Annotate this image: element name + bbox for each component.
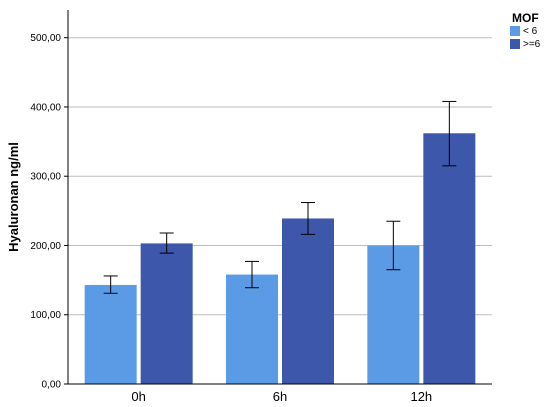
x-tick-label: 6h	[273, 389, 287, 404]
bar	[423, 133, 476, 384]
bar	[84, 284, 137, 384]
legend-swatch	[510, 39, 520, 49]
x-tick-label: 0h	[131, 389, 145, 404]
y-tick-label: 100,00	[30, 310, 61, 321]
legend-label: >=6	[523, 39, 541, 50]
y-tick-label: 300,00	[30, 172, 61, 183]
y-tick-label: 500,00	[30, 33, 61, 44]
y-axis-ticks: 0,00 100,00 200,00 300,00 400,00 500,00	[30, 33, 68, 391]
x-tick-label: 12h	[410, 389, 432, 404]
x-axis-labels: 0h 6h 12h	[131, 389, 432, 404]
bar	[226, 274, 278, 384]
bar	[140, 243, 193, 384]
legend-swatch	[510, 26, 520, 36]
gridlines	[68, 37, 492, 316]
y-tick-label: 400,00	[30, 102, 61, 113]
y-tick-label: 200,00	[30, 241, 61, 252]
bar	[282, 218, 334, 384]
legend-label: < 6	[523, 26, 538, 37]
y-tick-label: 0,00	[42, 380, 62, 391]
legend: MOF < 6 >=6	[510, 11, 541, 50]
y-axis-title: Hyaluronan ng/ml	[6, 142, 21, 252]
error-bars	[103, 100, 457, 294]
bars	[84, 133, 476, 384]
legend-title: MOF	[512, 11, 539, 25]
